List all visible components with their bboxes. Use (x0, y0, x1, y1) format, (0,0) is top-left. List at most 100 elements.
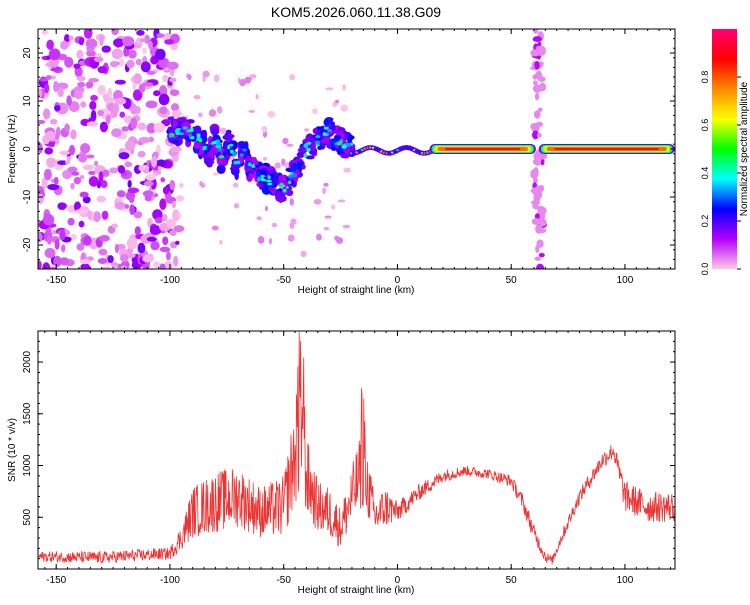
spectral-blob (143, 168, 150, 174)
spectral-blob (323, 226, 330, 231)
spectral-blob (202, 145, 208, 149)
spectral-blob (46, 157, 56, 168)
colorbar-tick-label: 0.8 (700, 71, 710, 84)
spectral-blob (314, 140, 321, 145)
spectral-blob (119, 253, 129, 263)
spectral-blob (157, 165, 162, 171)
spectral-blob (123, 115, 133, 124)
spectral-blob (88, 170, 96, 175)
spectral-blob (46, 39, 54, 51)
spectral-blob (170, 146, 182, 153)
spectral-blob (143, 180, 154, 187)
spectral-blob (533, 110, 541, 119)
snr-panel: -150 -100 -50 0 50 100 500 1000 1500 2000 Height… (7, 330, 676, 596)
bottom-x-label: Height of straight line (km) (298, 585, 415, 596)
spectral-blob (153, 122, 166, 133)
spectral-blob (51, 75, 56, 80)
spectral-blob (78, 220, 85, 228)
top-x-label: Height of straight line (km) (298, 285, 415, 296)
spectral-blob (145, 100, 158, 109)
y-tick-label: 0 (22, 146, 33, 152)
spectral-blob (82, 164, 95, 171)
spectral-blob (113, 38, 125, 48)
spectral-blob (70, 129, 77, 140)
spectral-blob (71, 171, 80, 176)
spectral-blob (107, 255, 114, 263)
spectral-blob (260, 174, 266, 178)
bottom-x-axis: -150 -100 -50 0 50 100 (44, 331, 671, 586)
spectral-blob (320, 138, 329, 144)
spectral-blob (140, 234, 152, 244)
spectral-blob (162, 236, 169, 246)
spectral-blob (90, 94, 99, 101)
spectral-blob (111, 48, 123, 60)
spectral-blob (109, 167, 119, 174)
spectral-blob (41, 30, 49, 35)
spectral-blob (79, 259, 91, 265)
spectral-blob (79, 175, 85, 180)
spectral-blob (533, 80, 538, 86)
x-tick-label: -50 (276, 575, 291, 586)
x-tick-label: 50 (506, 575, 518, 586)
spectral-blob (232, 151, 237, 157)
spectral-blob (53, 81, 59, 93)
spectral-blob (53, 176, 59, 185)
spectral-blob (83, 29, 93, 39)
spectral-blob (75, 208, 87, 214)
spectral-blob (158, 93, 170, 106)
spectral-blob (149, 225, 162, 236)
colorbar-tick-label: 0.2 (700, 215, 710, 228)
spectral-blob (126, 59, 135, 69)
spectral-blob (160, 177, 166, 183)
spectral-blob (163, 260, 174, 269)
spectral-blob (128, 194, 135, 204)
spectral-blob (48, 48, 61, 61)
spectral-blob (110, 262, 119, 268)
spectral-blob (327, 129, 333, 132)
spectral-blob (116, 190, 126, 198)
y-tick-label: 1500 (22, 402, 33, 425)
spectral-blob (234, 171, 239, 181)
spectral-blob (44, 147, 54, 155)
spectral-blob (146, 122, 157, 134)
spectral-blob (538, 252, 545, 258)
spectral-blob (282, 188, 287, 193)
spectral-blob (171, 200, 177, 209)
spectral-blob (110, 61, 119, 68)
spectral-blob (138, 83, 146, 93)
spectral-blob (267, 110, 276, 118)
spectral-blob (142, 47, 147, 54)
spectral-blob (232, 182, 239, 188)
spectral-blob (130, 117, 138, 130)
spectral-blob (262, 156, 268, 161)
spectral-blob (156, 159, 166, 168)
x-tick-label: -100 (160, 575, 180, 586)
spectral-blob (203, 156, 213, 166)
spectral-blob (54, 105, 61, 112)
spectral-blob (190, 127, 194, 133)
spectral-blob (239, 144, 248, 149)
spectral-blob (196, 133, 200, 138)
spectral-blob (263, 166, 274, 171)
spectral-blob (244, 76, 252, 84)
spectral-blob (159, 198, 167, 210)
spectral-blob (216, 164, 226, 175)
spectral-blob (264, 205, 268, 212)
spectral-blob (538, 218, 547, 227)
spectral-blob (537, 76, 546, 82)
spectral-blob (107, 87, 113, 98)
spectral-blob (76, 49, 84, 59)
spectral-blob (74, 90, 83, 100)
spectral-blob (38, 88, 43, 99)
spectral-blob (219, 127, 227, 135)
spectral-blob (532, 158, 540, 166)
spectral-blob (170, 103, 180, 112)
spectral-blob (64, 123, 70, 133)
spectral-blob (239, 79, 246, 87)
spectral-blob (77, 81, 86, 88)
spectral-blob (534, 213, 540, 220)
spectral-blob (176, 195, 184, 202)
